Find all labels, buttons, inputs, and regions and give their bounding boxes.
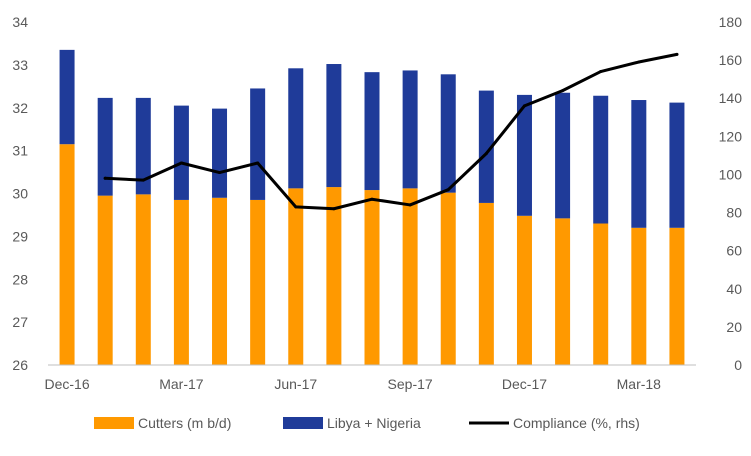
y-right-tick-label: 60 bbox=[726, 243, 742, 259]
legend-label: Libya + Nigeria bbox=[327, 415, 421, 431]
legend-swatch bbox=[283, 417, 323, 429]
y-left-tick-label: 28 bbox=[12, 271, 28, 287]
compliance-point-nov-17 bbox=[484, 151, 488, 155]
compliance-point-apr-18 bbox=[675, 52, 679, 56]
y-right-tick-label: 40 bbox=[726, 281, 742, 297]
y-left-tick-label: 33 bbox=[12, 57, 28, 73]
bar-cutters-mar-17 bbox=[173, 199, 189, 365]
compliance-point-jun-17 bbox=[294, 205, 298, 209]
x-tick-label: Mar-17 bbox=[159, 376, 204, 392]
y-left-tick-label: 30 bbox=[12, 186, 28, 202]
bar-cutters-jan-17 bbox=[97, 195, 113, 365]
y-right-tick-label: 20 bbox=[726, 319, 742, 335]
compliance-point-oct-17 bbox=[446, 188, 450, 192]
y-left-tick-label: 34 bbox=[12, 14, 28, 30]
bar-cutters-aug-17 bbox=[364, 190, 380, 365]
bar-libya-nigeria-oct-17 bbox=[440, 74, 456, 193]
compliance-point-may-17 bbox=[256, 161, 260, 165]
legend-label: Cutters (m b/d) bbox=[138, 415, 231, 431]
bar-cutters-apr-17 bbox=[212, 197, 228, 365]
y-right-tick-label: 120 bbox=[719, 128, 743, 144]
bar-libya-nigeria-dec-16 bbox=[59, 49, 75, 145]
compliance-point-mar-17 bbox=[179, 161, 183, 165]
bar-libya-nigeria-apr-18 bbox=[669, 102, 685, 228]
bar-libya-nigeria-dec-17 bbox=[516, 94, 532, 216]
x-tick-label: Mar-18 bbox=[617, 376, 662, 392]
bars-layer bbox=[59, 49, 685, 365]
compliance-line bbox=[103, 52, 679, 211]
bar-libya-nigeria-jun-17 bbox=[288, 68, 304, 189]
compliance-point-jan-18 bbox=[561, 89, 565, 93]
bar-libya-nigeria-jan-17 bbox=[97, 97, 113, 196]
compliance-point-mar-18 bbox=[637, 60, 641, 64]
y-right-tick-label: 160 bbox=[719, 52, 743, 68]
y-right-tick-label: 180 bbox=[719, 14, 743, 30]
compliance-point-dec-17 bbox=[522, 104, 526, 108]
line-layer bbox=[103, 52, 679, 211]
x-tick-label: Dec-17 bbox=[502, 376, 547, 392]
bar-cutters-feb-17 bbox=[135, 194, 151, 365]
bar-libya-nigeria-aug-17 bbox=[364, 72, 380, 191]
compliance-point-feb-18 bbox=[599, 70, 603, 74]
y-right-tick-label: 80 bbox=[726, 205, 742, 221]
bar-libya-nigeria-jan-18 bbox=[555, 92, 571, 219]
y-left-tick-label: 31 bbox=[12, 143, 28, 159]
bar-cutters-sep-17 bbox=[402, 188, 418, 365]
bar-cutters-may-17 bbox=[250, 199, 266, 365]
bar-libya-nigeria-nov-17 bbox=[478, 90, 494, 203]
y-left-tick-label: 32 bbox=[12, 100, 28, 116]
bar-libya-nigeria-feb-18 bbox=[593, 95, 609, 224]
compliance-point-jan-17 bbox=[103, 176, 107, 180]
bar-libya-nigeria-sep-17 bbox=[402, 70, 418, 189]
x-tick-label: Dec-16 bbox=[44, 376, 89, 392]
bar-libya-nigeria-feb-17 bbox=[135, 97, 151, 195]
compliance-point-aug-17 bbox=[370, 197, 374, 201]
compliance-point-sep-17 bbox=[408, 203, 412, 207]
compliance-point-feb-17 bbox=[141, 178, 145, 182]
bar-cutters-feb-18 bbox=[593, 223, 609, 365]
bar-cutters-apr-18 bbox=[669, 227, 685, 365]
legend-swatch bbox=[94, 417, 134, 429]
bar-cutters-jan-18 bbox=[555, 218, 571, 365]
y-right-tick-label: 0 bbox=[734, 357, 742, 373]
bar-libya-nigeria-mar-17 bbox=[173, 105, 189, 200]
bar-cutters-nov-17 bbox=[478, 202, 494, 365]
bar-cutters-jun-17 bbox=[288, 188, 304, 365]
legend: Cutters (m b/d) Libya + Nigeria Compliance… bbox=[94, 415, 640, 431]
bar-cutters-oct-17 bbox=[440, 192, 456, 365]
bar-cutters-dec-16 bbox=[59, 144, 75, 365]
bar-cutters-jul-17 bbox=[326, 187, 342, 365]
bar-cutters-dec-17 bbox=[516, 215, 532, 365]
y-left-tick-label: 27 bbox=[12, 314, 28, 330]
bar-libya-nigeria-may-17 bbox=[250, 88, 266, 200]
bar-cutters-mar-18 bbox=[631, 227, 647, 365]
legend-label: Compliance (%, rhs) bbox=[513, 415, 640, 431]
y-right-tick-label: 140 bbox=[719, 90, 743, 106]
bar-libya-nigeria-mar-18 bbox=[631, 100, 647, 228]
y-left-tick-label: 29 bbox=[12, 228, 28, 244]
y-right-tick-label: 100 bbox=[719, 166, 743, 182]
axis-layer: 26 27 28 29 30 31 32 33 34 0 20 40 60 80 100 120 140 160 1… bbox=[12, 14, 742, 392]
x-tick-label: Sep-17 bbox=[388, 376, 433, 392]
x-tick-label: Jun-17 bbox=[274, 376, 317, 392]
compliance-point-jul-17 bbox=[332, 207, 336, 211]
compliance-point-apr-17 bbox=[218, 171, 222, 175]
y-left-tick-label: 26 bbox=[12, 357, 28, 373]
bar-libya-nigeria-jul-17 bbox=[326, 64, 342, 188]
bar-libya-nigeria-apr-17 bbox=[212, 108, 228, 198]
